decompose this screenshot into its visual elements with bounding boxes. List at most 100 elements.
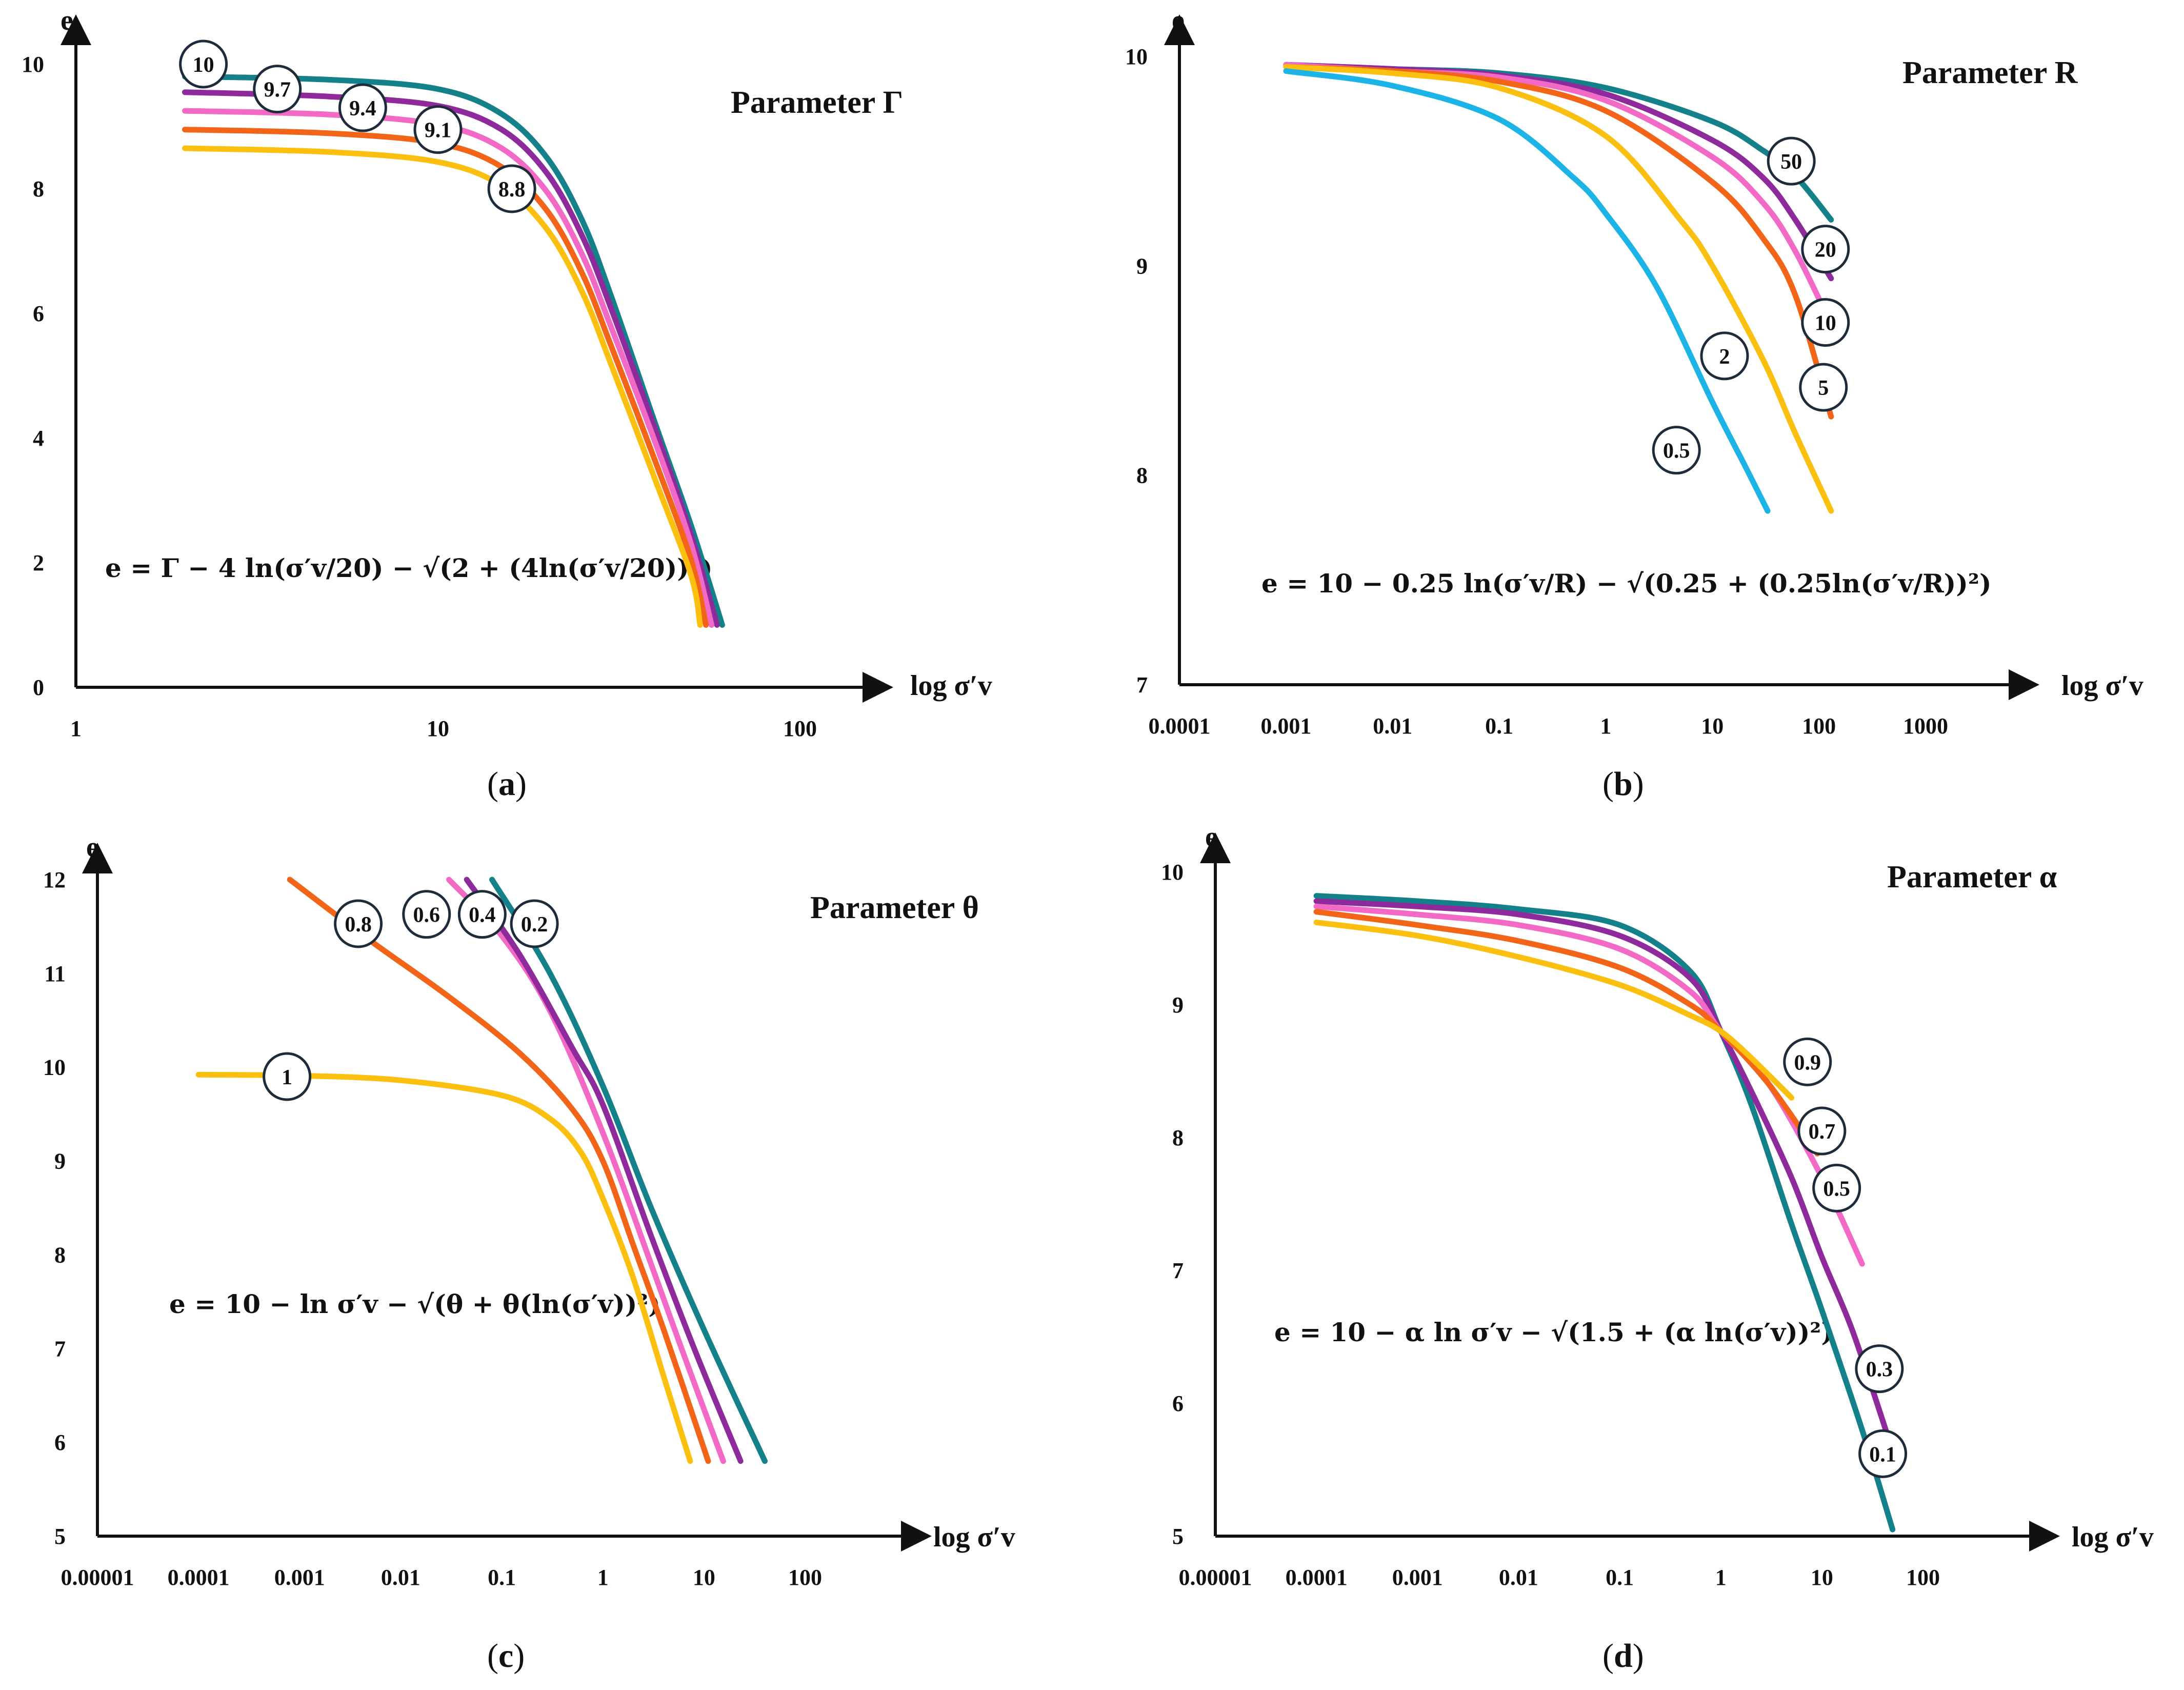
- series-line-0.7: [1313, 909, 1820, 1157]
- y-tick-label: 10: [1125, 44, 1148, 69]
- y-tick-label: 4: [33, 426, 44, 451]
- chart-panel-b: e Parameter R e = 10 − 0.25 ln(σ′v/R) − …: [1125, 5, 2143, 803]
- series-label-badge: 0.2: [510, 899, 559, 948]
- badge-circle: [402, 890, 451, 939]
- series-label-badge: 1: [263, 1052, 312, 1101]
- badge-circle: [263, 1052, 312, 1101]
- y-tick-label: 10: [43, 1055, 66, 1080]
- y-tick-label: 8: [1172, 1125, 1184, 1150]
- series-label: 10: [193, 53, 214, 77]
- x-tick-label: 1: [70, 716, 82, 741]
- chart-title: Parameter Γ: [731, 85, 903, 120]
- y-tick-label: 5: [54, 1524, 66, 1549]
- y-tick-label: 5: [1172, 1524, 1184, 1549]
- series-label-badge: 0.6: [402, 890, 451, 939]
- series-label-badge: 2: [1700, 331, 1749, 381]
- series-line-0.9: [1313, 919, 1794, 1101]
- series-line-0.5: [1313, 903, 1865, 1267]
- series-line-9.1: [182, 127, 709, 628]
- x-tick-label: 1: [597, 1565, 609, 1590]
- series-label: 0.4: [469, 904, 496, 927]
- series-label: 50: [1780, 150, 1802, 174]
- x-tick-label: 0.1: [1606, 1565, 1634, 1590]
- series-label: 0.9: [1794, 1051, 1821, 1075]
- y-tick-label: 6: [33, 301, 44, 326]
- series-line-0.5: [1283, 68, 1771, 514]
- series-label-badge: 0.8: [334, 899, 383, 948]
- equation: e = 10 − ln σ′v − √(θ + θ(ln(σ′v))²): [169, 1289, 660, 1319]
- y-tick-label: 7: [54, 1336, 66, 1361]
- x-tick-label: 10: [1701, 713, 1724, 739]
- badge-circle: [1801, 225, 1850, 274]
- y-tick-label: 8: [54, 1242, 66, 1267]
- panel-label: (c): [487, 1637, 525, 1675]
- x-tick-label: 100: [1802, 713, 1836, 739]
- series-label-badge: 0.5: [1812, 1163, 1861, 1212]
- series-label-badge: 50: [1767, 136, 1816, 186]
- y-tick-label: 2: [33, 550, 44, 575]
- y-tick-label: 9: [1172, 992, 1184, 1018]
- x-tick-label: 0.0001: [1149, 713, 1211, 739]
- x-tick-label: 0.001: [1260, 713, 1311, 739]
- series-label: 0.1: [1869, 1443, 1896, 1466]
- panel-label: (b): [1602, 765, 1644, 803]
- equation-text: e = 10 − ln σ′v − √(θ + θ(ln(σ′v))²): [169, 1289, 660, 1319]
- y-tick-label: 11: [44, 961, 66, 986]
- y-tick-label: 7: [1172, 1258, 1184, 1283]
- x-tick-label: 0.001: [1392, 1565, 1443, 1590]
- x-tick-label: 0.00001: [61, 1565, 134, 1590]
- series-label-badge: 20: [1801, 225, 1850, 274]
- badge-circle: [510, 899, 559, 948]
- series-label-badge: 9.1: [413, 105, 463, 154]
- x-tick-label: 0.1: [488, 1565, 516, 1590]
- x-axis-label: log σ′v: [933, 1521, 1015, 1553]
- y-tick-label: 6: [54, 1430, 66, 1455]
- badge-circle: [1799, 363, 1848, 412]
- equation-text: e = Γ − 4 ln(σ′v/20) − √(2 + (4ln(σ′v/20…: [105, 553, 713, 583]
- badge-circle: [1812, 1163, 1861, 1212]
- badge-circle: [1700, 331, 1749, 381]
- series-line-5: [1283, 64, 1834, 420]
- badge-circle: [253, 65, 302, 114]
- series-label: 0.5: [1663, 440, 1690, 463]
- badge-circle: [1797, 1106, 1847, 1156]
- chart-title: Parameter θ: [810, 890, 979, 925]
- series-line-9.7: [182, 89, 720, 628]
- series-line-0.6: [446, 877, 726, 1464]
- badge-circle: [413, 105, 463, 154]
- series-label: 5: [1818, 376, 1829, 400]
- series-line-0.4: [464, 877, 744, 1464]
- series-label: 1: [282, 1066, 292, 1089]
- chart-title: Parameter R: [1902, 55, 2078, 90]
- badge-circle: [1801, 298, 1850, 347]
- y-tick-label: 6: [1172, 1391, 1184, 1416]
- series-label-badge: 0.1: [1858, 1429, 1908, 1478]
- x-tick-label: 10: [1811, 1565, 1833, 1590]
- badge-circle: [1767, 136, 1816, 186]
- series-line-0.8: [287, 877, 711, 1464]
- panel-label: (d): [1602, 1637, 1644, 1675]
- series-label: 9.7: [264, 78, 291, 102]
- badge-circle: [1783, 1037, 1832, 1086]
- y-tick-label: 12: [43, 867, 66, 892]
- badge-circle: [179, 39, 228, 89]
- equation-text: e = 10 − α ln σ′v − √(1.5 + (α ln(σ′v))²…: [1274, 1317, 1833, 1347]
- x-tick-label: 0.01: [1499, 1565, 1538, 1590]
- series-label-badge: 5: [1799, 363, 1848, 412]
- y-tick-label: 8: [33, 176, 44, 202]
- y-tick-label: 9: [54, 1149, 66, 1174]
- y-tick-label: 8: [1136, 463, 1148, 488]
- x-tick-label: 100: [788, 1565, 822, 1590]
- series-label-badge: 10: [1801, 298, 1850, 347]
- x-tick-label: 0.0001: [1286, 1565, 1348, 1590]
- x-tick-label: 0.00001: [1179, 1565, 1252, 1590]
- badge-circle: [487, 164, 536, 213]
- badge-circle: [338, 83, 387, 132]
- y-tick-label: 10: [22, 52, 44, 77]
- x-tick-label: 1: [1600, 713, 1611, 739]
- series-label-badge: 8.8: [487, 164, 536, 213]
- chart-panel-c: e Parameter θ e = 10 − ln σ′v − √(θ + θ(…: [43, 831, 1015, 1675]
- series-label-badge: 0.7: [1797, 1106, 1847, 1156]
- series-label-badge: 10: [179, 39, 228, 89]
- series-label: 20: [1815, 238, 1836, 262]
